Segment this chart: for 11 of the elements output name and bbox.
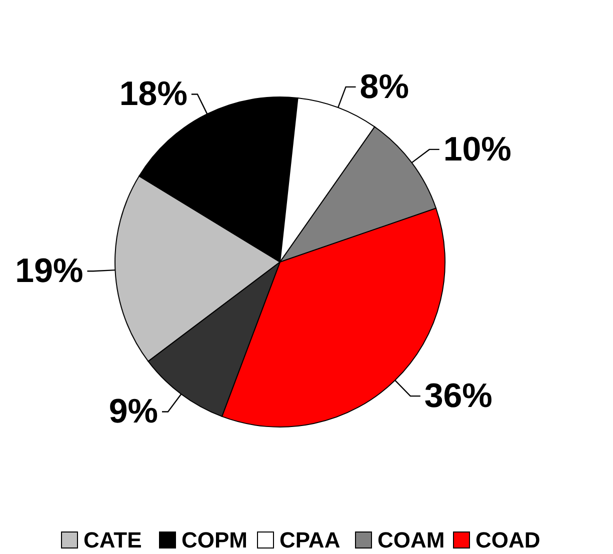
data-label: 36% xyxy=(424,377,492,416)
data-label: 10% xyxy=(443,130,512,168)
legend-label: COAM xyxy=(378,528,445,552)
data-label: 8% xyxy=(360,68,409,106)
data-label: 18% xyxy=(119,75,188,114)
legend-label: CATE xyxy=(84,528,142,552)
legend-label: CPAA xyxy=(280,528,340,552)
legend-label: COPM xyxy=(182,528,248,552)
data-label: 19% xyxy=(15,252,84,290)
data-label: 9% xyxy=(108,392,158,431)
legend-label: COAD xyxy=(476,528,540,552)
